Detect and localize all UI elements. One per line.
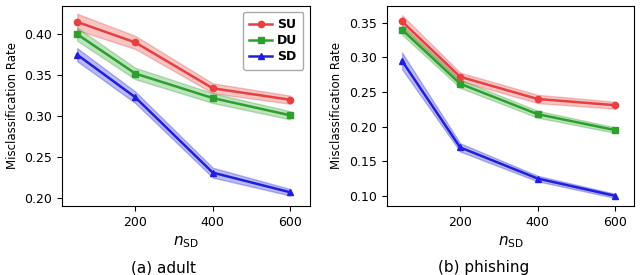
Line: SU: SU <box>74 19 293 103</box>
DU <box>209 97 216 100</box>
DU <box>456 82 464 86</box>
SU <box>131 41 139 44</box>
Legend: SU, DU, SD: SU, DU, SD <box>243 12 303 70</box>
DU <box>286 114 294 117</box>
DU <box>131 72 139 75</box>
SD <box>74 53 81 56</box>
SU <box>286 98 294 101</box>
SD <box>398 59 406 62</box>
DU <box>398 28 406 31</box>
Line: SD: SD <box>399 58 618 199</box>
DU <box>74 32 81 36</box>
SU <box>611 104 619 107</box>
Line: SD: SD <box>74 52 293 196</box>
SD <box>209 171 216 174</box>
SU <box>209 87 216 90</box>
SD <box>131 96 139 99</box>
X-axis label: $\it{n}_{\rm{SD}}$: $\it{n}_{\rm{SD}}$ <box>173 235 198 250</box>
SU <box>534 97 541 101</box>
DU <box>534 112 541 116</box>
SD <box>534 177 541 180</box>
Text: (b) phishing: (b) phishing <box>438 260 529 275</box>
Line: DU: DU <box>74 31 293 119</box>
X-axis label: $\it{n}_{\rm{SD}}$: $\it{n}_{\rm{SD}}$ <box>497 235 524 250</box>
SD <box>456 146 464 149</box>
Y-axis label: Misclassification Rate: Misclassification Rate <box>6 42 19 169</box>
SU <box>398 20 406 23</box>
Line: DU: DU <box>399 27 618 133</box>
DU <box>611 128 619 132</box>
SU <box>74 20 81 24</box>
Y-axis label: Misclassification Rate: Misclassification Rate <box>330 42 344 169</box>
Line: SU: SU <box>399 18 618 108</box>
Text: (a) adult: (a) adult <box>131 260 196 275</box>
SD <box>611 194 619 197</box>
SU <box>456 75 464 78</box>
SD <box>286 191 294 194</box>
